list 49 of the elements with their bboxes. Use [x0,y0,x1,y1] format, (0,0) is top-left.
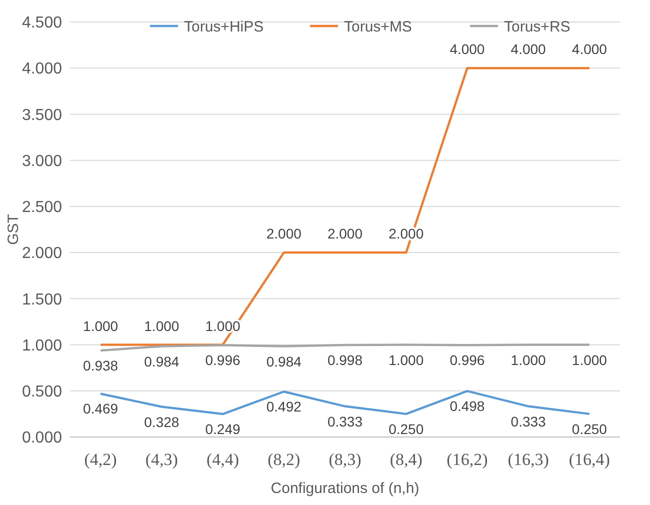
data-label: 1.000 [572,352,608,368]
data-label: 0.492 [266,398,302,415]
x-tick-label: (16,4) [568,450,610,469]
data-label: 0.250 [572,420,608,437]
y-tick-label: 3.500 [22,106,62,124]
data-label: 2.000 [327,226,363,242]
legend-label: Torus+HiPS [184,18,264,36]
x-tick-label: (4,3) [145,450,178,469]
data-label: 0.333 [327,413,363,430]
y-tick-label: 1.500 [22,291,62,308]
data-label: 4.000 [450,41,485,58]
y-tick-label: 2.500 [22,199,62,216]
y-tick-label: 0.000 [22,430,62,447]
data-label: 0.996 [205,352,240,368]
x-tick-label: (4,2) [84,450,117,469]
x-tick-label: (4,4) [206,450,240,469]
y-tick-label: 0.500 [22,383,62,400]
data-label: 0.938 [83,357,118,374]
data-label: 0.984 [144,353,180,370]
x-tick-label: (16,2) [446,450,488,469]
data-label: 0.250 [388,420,424,437]
data-label: 0.998 [327,352,363,368]
data-label: 0.328 [144,414,180,430]
x-axis-title: Configurations of (n,h) [270,480,420,497]
data-label: 0.469 [83,400,118,417]
data-label: 1.000 [388,352,424,368]
data-label: 4.000 [572,41,608,58]
data-label: 2.000 [266,226,302,242]
x-tick-label: (16,3) [508,450,549,469]
y-tick-label: 3.000 [22,152,62,170]
y-tick-label: 4.500 [22,14,62,32]
y-tick-label: 1.000 [22,337,62,354]
x-tick-label: (8,2) [268,450,300,469]
data-label: 1.000 [510,352,546,368]
legend-label: Torus+MS [344,18,412,36]
y-tick-label: 4.000 [22,60,62,78]
data-label: 4.000 [510,41,546,58]
data-label: 0.249 [205,421,240,438]
x-tick-label: (8,4) [390,450,422,469]
y-tick-label: 2.000 [22,245,62,262]
y-axis-title: GST [5,214,22,245]
x-tick-label: (8,3) [328,450,362,469]
data-label: 1.000 [83,318,118,334]
data-label: 0.333 [510,413,546,430]
data-label: 0.984 [266,353,302,370]
legend-label: Torus+RS [504,18,570,36]
data-label: 0.996 [450,352,485,368]
data-label: 0.498 [450,398,485,414]
data-label: 1.000 [144,318,180,334]
